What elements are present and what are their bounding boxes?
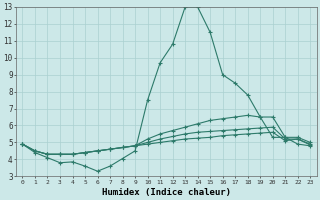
X-axis label: Humidex (Indice chaleur): Humidex (Indice chaleur) [102,188,231,197]
